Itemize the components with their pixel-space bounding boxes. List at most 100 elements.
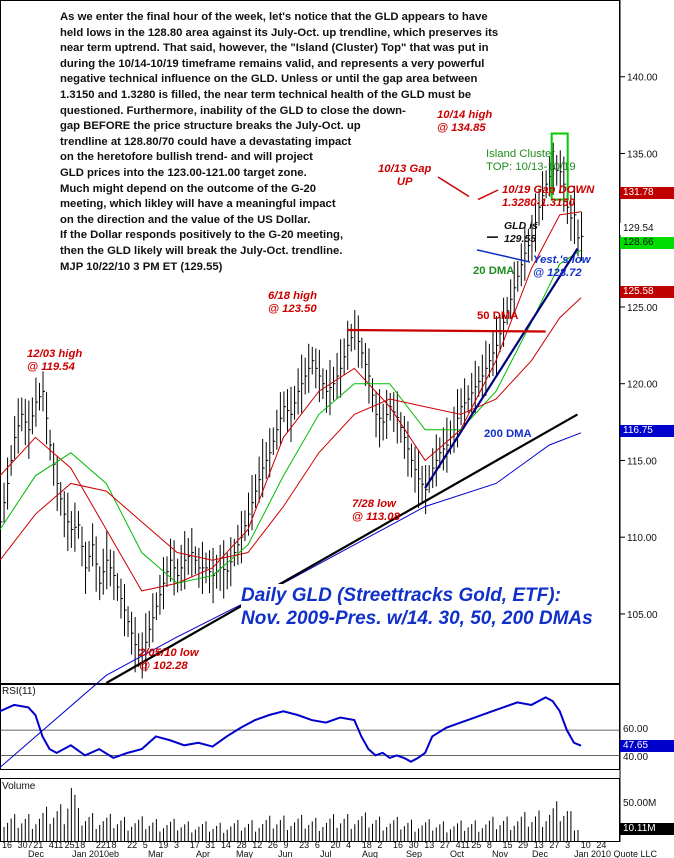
y-tick-label: 110.00 xyxy=(627,533,657,544)
x-day-label: 8 xyxy=(80,840,85,850)
x-day-label: 13 xyxy=(534,840,544,850)
annotation-200-dma: 200 DMA xyxy=(484,428,532,440)
x-day-label: 28 xyxy=(237,840,247,850)
x-month-label: May xyxy=(236,849,254,858)
x-day-label: 22 xyxy=(127,840,137,850)
x-day-label: 307 xyxy=(18,840,33,850)
x-month-label: Oct xyxy=(450,849,465,858)
annotation-50-dma: 50 DMA xyxy=(477,310,519,322)
x-day-label: 411 xyxy=(456,840,470,850)
trendline-0 xyxy=(105,413,579,684)
x-day-label: 2 xyxy=(377,840,382,850)
x-day-label: 3 xyxy=(174,840,179,850)
chart-title-box: Daily GLD (Streettracks Gold, ETF): Nov.… xyxy=(241,584,603,634)
x-day-label: 3 xyxy=(565,840,570,850)
volume-tick-50m: 50.00M xyxy=(623,798,657,809)
volume-label: Volume xyxy=(2,781,36,792)
x-day-label: 12 xyxy=(252,840,262,850)
rsi-tick-40: 40.00 xyxy=(623,752,649,763)
y-tick-label: 125.00 xyxy=(627,303,658,314)
dma-30-line xyxy=(0,249,582,584)
chart-title-line-2: Nov. 2009-Pres. w/14. 30, 50, 200 DMAs xyxy=(241,608,593,629)
x-day-label: 5 xyxy=(143,840,148,850)
chart-title-line-1: Daily GLD (Streettracks Gold, ETF): xyxy=(241,585,561,606)
volume-panel-frame xyxy=(0,778,620,842)
y-tick-label: 120.00 xyxy=(627,380,658,391)
x-month-label: Dec xyxy=(532,849,549,858)
x-month-label: Nov xyxy=(492,849,509,858)
y-tick-label: 105.00 xyxy=(627,610,658,621)
y-tick-label: 135.00 xyxy=(627,149,658,160)
x-month-label: Jun xyxy=(278,849,293,858)
x-day-label: 26 xyxy=(268,840,278,850)
x-day-label: 17 xyxy=(190,840,200,850)
annotation-gld-is: GLD is 129.55 xyxy=(504,220,538,245)
price-tag-125-58: 125.58 xyxy=(620,286,674,298)
island-top-box xyxy=(550,132,569,201)
x-day-label: 31 xyxy=(205,840,215,850)
annotation-1203-high: 12/03 high @ 119.54 xyxy=(27,348,83,373)
yesterday-low-pointer xyxy=(476,249,531,263)
x-day-label: 251 xyxy=(65,840,80,850)
x-day-label: 221 xyxy=(96,840,111,850)
x-day-label: 8 xyxy=(111,840,116,850)
x-day-label: 6 xyxy=(315,840,320,850)
x-month-label: Mar xyxy=(148,849,164,858)
x-day-label: 21 xyxy=(33,840,43,850)
annotation-gap-up: 10/13 Gap UP xyxy=(378,163,432,188)
annotation-0205-low: 2/05/10 low @ 102.28 xyxy=(139,647,199,672)
x-day-label: 29 xyxy=(518,840,528,850)
x-month-label: Apr xyxy=(196,849,210,858)
x-day-label: 9 xyxy=(284,840,289,850)
x-day-label: 16 xyxy=(2,840,12,850)
annotation-1014-high: 10/14 high @ 134.85 xyxy=(437,109,493,134)
y-tick-label: 115.00 xyxy=(627,456,657,467)
annotation-island-top: Island Cluster TOP: 10/13-10/19 xyxy=(486,148,576,173)
x-day-label: 8 xyxy=(487,840,492,850)
analyst-commentary: As we enter the final hour of the week, … xyxy=(60,11,499,273)
annotation-yesterday-low: Yest.'s low @ 128.72 xyxy=(533,254,591,279)
gap-down-pointer xyxy=(477,189,499,201)
x-day-label: 18 xyxy=(362,840,372,850)
trendline-1 xyxy=(424,248,579,489)
rsi-panel-frame xyxy=(0,684,620,770)
x-month-label: Jan 2010eb xyxy=(72,849,119,858)
x-day-label: 411 xyxy=(49,840,63,850)
x-day-label: 23 xyxy=(299,840,309,850)
x-day-label: 30 xyxy=(409,840,419,850)
rsi-value-tag: 47.65 xyxy=(620,740,674,752)
dma-14-line xyxy=(0,211,582,592)
price-tag-129-54: 129.54 xyxy=(620,223,674,235)
dma-50-line xyxy=(0,297,582,561)
x-day-label: 10 xyxy=(581,840,591,850)
annotation-0618-high: 6/18 high @ 123.50 xyxy=(268,290,317,315)
price-tag-128-66: 128.66 xyxy=(620,237,674,249)
rsi-label: RSI(11) xyxy=(2,686,36,697)
x-day-label: 16 xyxy=(393,840,403,850)
trendline-2 xyxy=(347,328,546,333)
dma-200-line xyxy=(0,432,582,768)
x-day-label: 25 xyxy=(471,840,481,850)
x-month-label: Aug xyxy=(362,849,378,858)
x-day-label: 19 xyxy=(158,840,168,850)
x-day-label: 13 xyxy=(424,840,434,850)
x-month-label: Sep xyxy=(406,849,422,858)
y-tick-label: 140.00 xyxy=(627,73,658,84)
price-tag-116-75: 116.75 xyxy=(620,425,674,437)
x-day-label: 14 xyxy=(221,840,231,850)
annotation-gap-down: 10/19 Gap DOWN 1.3280-1.3150 xyxy=(502,184,595,209)
x-month-label: Jul xyxy=(320,849,332,858)
x-month-label: Dec xyxy=(28,849,45,858)
x-month-label: Jan 2010 Quote LLC xyxy=(574,849,658,858)
price-tag-131-78: 131.78 xyxy=(620,187,674,199)
gap-up-pointer xyxy=(437,176,470,198)
annotation-20-dma: 20 DMA xyxy=(473,265,515,277)
rsi-tick-60: 60.00 xyxy=(623,724,649,735)
x-day-label: 20 xyxy=(330,840,340,850)
x-day-label: 15 xyxy=(503,840,513,850)
annotation-0728-low: 7/28 low @ 113.08 xyxy=(352,498,400,523)
x-day-label: 24 xyxy=(596,840,606,850)
rsi-line xyxy=(0,696,582,763)
x-day-label: 27 xyxy=(549,840,559,850)
